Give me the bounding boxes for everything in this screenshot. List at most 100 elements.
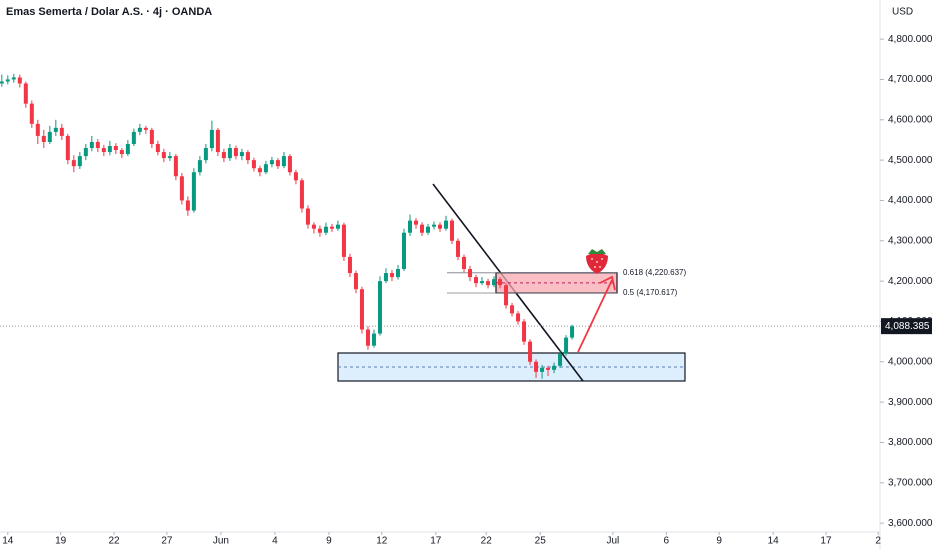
candle-body — [462, 256, 467, 270]
x-tick-label: 14 — [2, 536, 14, 547]
candle-body — [5, 79, 10, 82]
candle-body — [0, 81, 4, 84]
candle-body — [335, 224, 340, 229]
y-tick-label: 4,800.000 — [888, 34, 932, 45]
candle-body — [149, 129, 154, 144]
candle-body — [341, 224, 346, 257]
x-tick-label: 14 — [768, 536, 780, 547]
candle-body — [311, 224, 316, 229]
candle-body — [407, 220, 412, 233]
candle-body — [558, 353, 563, 366]
candle-body — [245, 152, 250, 161]
candle-body — [233, 148, 238, 157]
candle-body — [65, 135, 70, 161]
y-tick-label: 4,700.000 — [888, 74, 932, 85]
y-tick-label: 4,300.000 — [888, 235, 932, 246]
candle-body — [546, 367, 551, 370]
candle-body — [401, 232, 406, 270]
candle-body — [450, 220, 455, 241]
y-tick-label: 3,800.000 — [888, 437, 932, 448]
candle-body — [438, 224, 442, 229]
candle-body — [323, 226, 328, 233]
candle-body — [221, 152, 226, 159]
arrow-head — [599, 275, 616, 291]
candle-body — [468, 269, 473, 278]
strawberry-icon — [586, 249, 608, 274]
y-tick-label: 3,600.000 — [888, 518, 932, 529]
currency-label: USD — [892, 7, 913, 18]
candle-body — [371, 333, 376, 346]
candle-body — [143, 127, 148, 130]
candle-body — [59, 127, 64, 136]
x-tick-label: 27 — [161, 536, 173, 547]
candle-body — [522, 321, 527, 342]
candle-body — [480, 281, 485, 284]
candle-body — [287, 156, 292, 173]
candle-body — [77, 156, 82, 167]
candle-body — [47, 131, 52, 142]
marks — [0, 73, 880, 379]
candle-body — [35, 123, 40, 136]
candle-body — [203, 148, 208, 161]
candle-body — [570, 326, 575, 338]
candle-body — [53, 127, 58, 132]
x-tick-label: 12 — [376, 536, 388, 547]
candle-body — [510, 305, 515, 314]
candle-body — [173, 156, 178, 177]
candle-body — [516, 313, 521, 322]
candle-body — [185, 200, 190, 211]
candle-body — [419, 224, 424, 233]
x-tick-label: 19 — [55, 536, 67, 547]
candle-body — [101, 148, 106, 153]
candle-body — [125, 143, 130, 155]
candle-body — [197, 160, 202, 173]
candle-body — [29, 103, 34, 124]
x-tick-label: 9 — [326, 536, 332, 547]
candle-body — [534, 361, 539, 372]
candle-body — [263, 164, 268, 173]
chart-title: Emas Semerta / Dolar A.S. · 4j · OANDA — [6, 6, 212, 18]
x-tick-label: 17 — [430, 536, 442, 547]
candle-body — [299, 180, 304, 209]
projection-arrow — [577, 279, 613, 353]
candle-body — [564, 337, 569, 354]
fib-label: 0.618 (4,220.637) — [623, 268, 686, 277]
candle-body — [498, 279, 503, 286]
y-tick-label: 4,000.000 — [888, 356, 932, 367]
candle-body — [413, 220, 418, 225]
x-tick-label: 2 — [875, 536, 881, 547]
candle-body — [119, 150, 124, 155]
candle-body — [377, 281, 382, 334]
candle-body — [269, 160, 274, 165]
candle-body — [365, 329, 370, 346]
candle-body — [41, 135, 46, 142]
candle-body — [281, 156, 286, 167]
fib-label: 0.5 (4,170.617) — [623, 288, 678, 297]
candle-body — [540, 367, 545, 372]
y-tick-label: 3,700.000 — [888, 477, 932, 488]
last-price-box — [881, 318, 932, 335]
y-tick-label: 4,400.000 — [888, 195, 932, 206]
x-tick-label: 22 — [108, 536, 120, 547]
candle-body — [227, 148, 232, 159]
candle-body — [251, 160, 256, 169]
y-tick-label: 4,600.000 — [888, 114, 932, 125]
candle-body — [486, 281, 491, 286]
x-tick-label: Jun — [213, 536, 229, 547]
candle-body — [209, 129, 214, 149]
candle-body — [389, 273, 394, 278]
candle-body — [155, 143, 160, 153]
candle-body — [71, 160, 76, 167]
y-tick-label: 4,500.000 — [888, 155, 932, 166]
x-tick-label: 22 — [481, 536, 493, 547]
candle-body — [89, 141, 94, 149]
candle-body — [293, 172, 298, 181]
candle-body — [191, 172, 196, 211]
last-price-label: 4,088.385 — [885, 321, 930, 332]
candle-body — [161, 152, 166, 159]
candle-body — [17, 77, 22, 84]
x-tick-label: 25 — [535, 536, 547, 547]
candle-body — [257, 168, 262, 173]
